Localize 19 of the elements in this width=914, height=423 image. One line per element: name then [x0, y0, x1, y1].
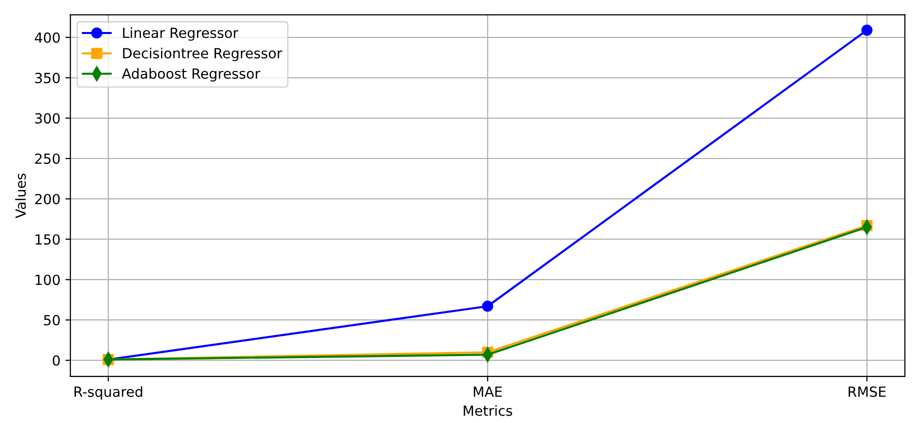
y-tick-label: 300	[35, 113, 60, 124]
x-tick-label: MAE	[474, 386, 502, 397]
y-tick-label: 150	[36, 234, 60, 245]
y-axis-title: Values	[15, 174, 26, 218]
x-tick-label: R-squared	[74, 386, 142, 400]
x-tick-label: RMSE	[848, 386, 886, 397]
x-axis-title: Metrics	[464, 405, 512, 416]
y-tick-label: 350	[35, 72, 60, 84]
y-tick-label: 100	[36, 274, 60, 286]
legend-label: Linear Regressor	[123, 27, 238, 41]
point	[482, 300, 494, 312]
legend-label: Adaboost Regressor	[122, 68, 260, 82]
y-tick-label: 400	[34, 32, 60, 43]
y-tick-label: 250	[35, 153, 60, 164]
point	[861, 24, 872, 36]
y-tick-label: 0	[52, 355, 60, 366]
y-tick-label: 200	[35, 194, 60, 204]
y-tick-label: 50	[44, 314, 60, 326]
legend-label: Decisiontree Regressor	[123, 48, 282, 62]
